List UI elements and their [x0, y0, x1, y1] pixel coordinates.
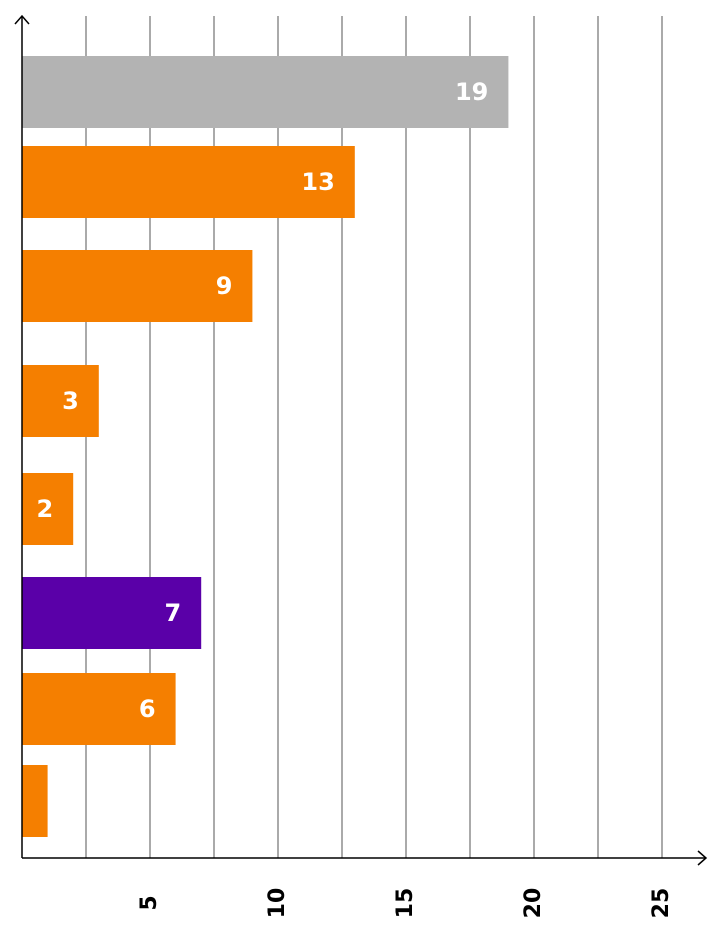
- bar: [22, 250, 253, 322]
- bar: [22, 146, 355, 218]
- value-label: 13: [301, 168, 334, 196]
- bar: [22, 673, 176, 745]
- x-axis-arrow: [697, 850, 708, 866]
- y-axis-arrow: [14, 14, 30, 25]
- value-label: 9: [216, 272, 233, 300]
- value-label: 2: [36, 495, 53, 523]
- value-label: 7: [164, 599, 181, 627]
- x-tick-label: 20: [521, 888, 546, 919]
- bar: [22, 577, 202, 649]
- bar: [22, 56, 509, 128]
- bars: 19 13 9 3 2 7 6: [22, 56, 509, 837]
- x-tick-label: 5: [137, 895, 162, 910]
- bar: [22, 765, 48, 837]
- bar: [22, 473, 74, 545]
- x-tick-label: 10: [265, 888, 290, 919]
- value-label: 6: [139, 695, 156, 723]
- bar: [22, 365, 99, 437]
- value-label: 19: [455, 78, 488, 106]
- x-tick-label: 15: [393, 888, 418, 919]
- x-tick-label: 25: [649, 888, 674, 919]
- value-label: 3: [62, 387, 79, 415]
